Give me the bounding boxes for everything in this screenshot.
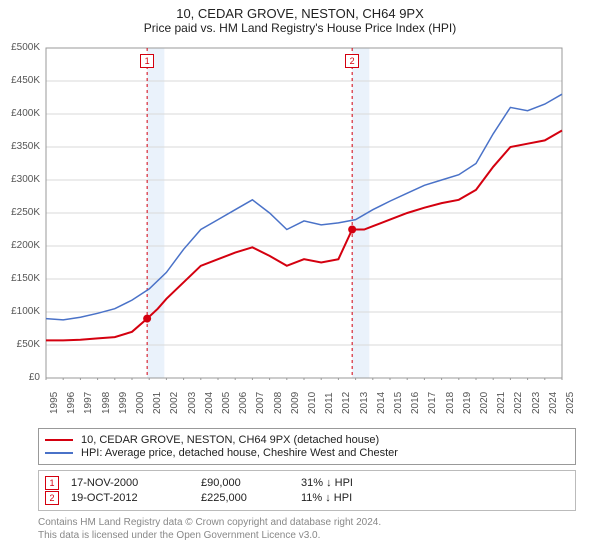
x-tick-label: 2006 (238, 392, 249, 414)
x-tick-label: 2013 (359, 392, 370, 414)
sale-row: 1 17-NOV-2000£90,00031% ↓ HPI (45, 476, 569, 490)
sale-index: 2 (45, 491, 59, 505)
sale-price: £90,000 (201, 477, 301, 489)
x-tick-label: 2022 (513, 392, 524, 414)
y-tick-label: £100K (0, 306, 40, 317)
x-tick-label: 2014 (376, 392, 387, 414)
sale-diff: 11% ↓ HPI (301, 492, 421, 504)
x-tick-label: 2010 (307, 392, 318, 414)
x-tick-label: 2012 (341, 392, 352, 414)
x-tick-label: 2018 (445, 392, 456, 414)
legend: 10, CEDAR GROVE, NESTON, CH64 9PX (detac… (38, 428, 576, 465)
x-tick-label: 2003 (187, 392, 198, 414)
sale-date: 17-NOV-2000 (71, 477, 201, 489)
y-tick-label: £150K (0, 273, 40, 284)
x-tick-label: 2000 (135, 392, 146, 414)
x-tick-label: 1995 (49, 392, 60, 414)
sale-index: 1 (45, 476, 59, 490)
y-tick-label: £450K (0, 75, 40, 86)
x-tick-label: 2023 (531, 392, 542, 414)
x-tick-label: 2004 (204, 392, 215, 414)
legend-item: HPI: Average price, detached house, Ches… (45, 447, 569, 459)
sale-row: 2 19-OCT-2012£225,00011% ↓ HPI (45, 491, 569, 505)
x-tick-label: 2007 (255, 392, 266, 414)
x-tick-label: 2017 (427, 392, 438, 414)
y-tick-label: £200K (0, 240, 40, 251)
x-tick-label: 2021 (496, 392, 507, 414)
x-tick-label: 2025 (565, 392, 576, 414)
y-tick-label: £0 (0, 372, 40, 383)
x-tick-label: 2005 (221, 392, 232, 414)
y-tick-label: £500K (0, 42, 40, 53)
x-tick-label: 2016 (410, 392, 421, 414)
footer-line1: Contains HM Land Registry data © Crown c… (38, 516, 562, 529)
x-tick-label: 2015 (393, 392, 404, 414)
x-tick-label: 2001 (152, 392, 163, 414)
x-tick-label: 1997 (83, 392, 94, 414)
x-tick-label: 2020 (479, 392, 490, 414)
x-tick-label: 2002 (169, 392, 180, 414)
y-tick-label: £50K (0, 339, 40, 350)
legend-swatch (45, 439, 73, 441)
footer: Contains HM Land Registry data © Crown c… (38, 516, 562, 542)
x-tick-label: 2019 (462, 392, 473, 414)
legend-swatch (45, 452, 73, 454)
x-tick-label: 2008 (273, 392, 284, 414)
y-tick-label: £250K (0, 207, 40, 218)
sale-marker: 1 (140, 54, 154, 68)
x-tick-label: 2009 (290, 392, 301, 414)
footer-line2: This data is licensed under the Open Gov… (38, 529, 562, 542)
sale-marker: 2 (345, 54, 359, 68)
sale-price: £225,000 (201, 492, 301, 504)
sale-diff: 31% ↓ HPI (301, 477, 421, 489)
y-tick-label: £300K (0, 174, 40, 185)
price-chart (0, 0, 564, 380)
x-tick-label: 2011 (324, 392, 335, 414)
y-tick-label: £400K (0, 108, 40, 119)
legend-item: 10, CEDAR GROVE, NESTON, CH64 9PX (detac… (45, 434, 569, 446)
legend-label: HPI: Average price, detached house, Ches… (81, 447, 398, 459)
x-tick-label: 1998 (101, 392, 112, 414)
sales-table: 1 17-NOV-2000£90,00031% ↓ HPI 2 19-OCT-2012… (38, 470, 576, 511)
x-tick-label: 1999 (118, 392, 129, 414)
legend-label: 10, CEDAR GROVE, NESTON, CH64 9PX (detac… (81, 434, 379, 446)
x-tick-label: 2024 (548, 392, 559, 414)
y-tick-label: £350K (0, 141, 40, 152)
sale-date: 19-OCT-2012 (71, 492, 201, 504)
x-tick-label: 1996 (66, 392, 77, 414)
